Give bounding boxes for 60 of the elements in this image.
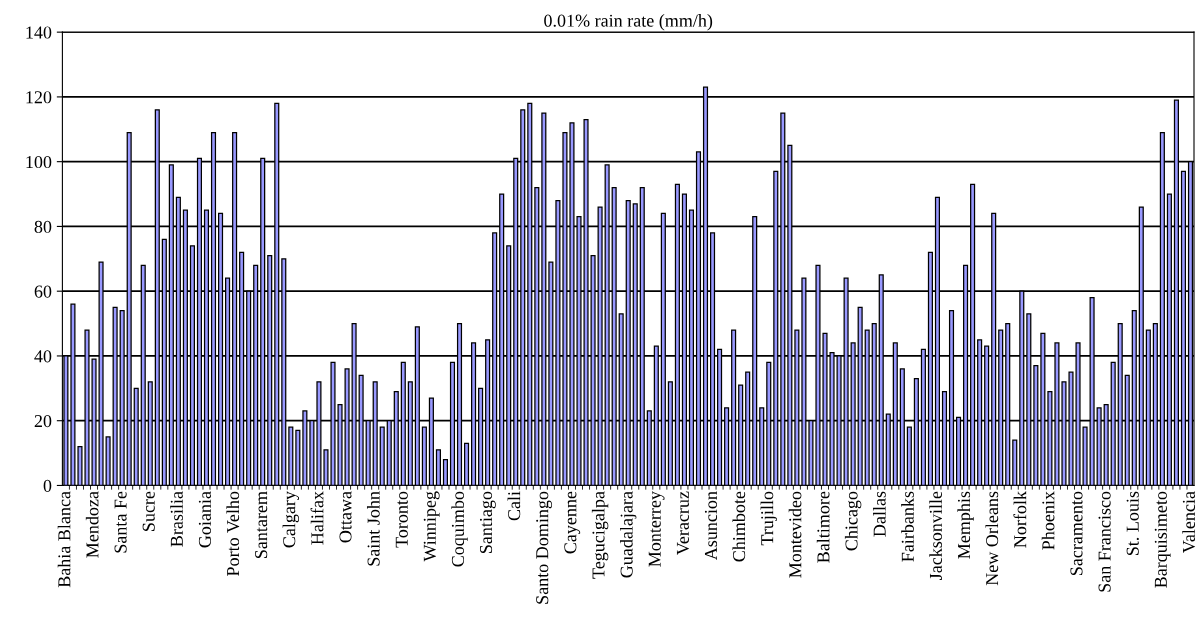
x-tick-label: Ottawa	[339, 491, 352, 543]
y-tick-label: 0	[43, 479, 52, 492]
x-tick-label: Saint John	[366, 491, 380, 566]
y-tick-label: 80	[34, 220, 52, 233]
x-tick-label: Monterrey	[648, 491, 665, 567]
x-tick-label: Calgary	[282, 491, 300, 548]
y-tick-label: 20	[34, 414, 52, 428]
x-tick-label: St. Louis	[1126, 491, 1139, 556]
x-tick-label: Santarem	[255, 491, 268, 558]
y-tick-label: 120	[26, 91, 52, 104]
x-tick-label: Santa Fe	[114, 491, 127, 553]
chart-title: 0.01% rain rate (mm/h)	[544, 14, 713, 31]
bar	[379, 426, 385, 486]
x-tick-label: Montevideo	[788, 491, 802, 578]
x-tick-label: Chicago	[844, 491, 862, 551]
x-tick-label: Winnipeg	[423, 491, 440, 562]
x-tick-label: Sucre	[142, 491, 155, 531]
x-tick-label: Porto Velho	[226, 491, 240, 576]
y-tick-label: 60	[34, 285, 52, 298]
x-tick-label: Santo Domingo	[536, 491, 553, 604]
x-tick-label: Barquisimeto	[1154, 491, 1171, 588]
y-tick-label: 100	[26, 155, 52, 169]
x-tick-label: Toronto	[395, 491, 408, 548]
x-tick-label: Cayenne	[564, 491, 581, 554]
x-tick-label: Coquimbo	[451, 491, 468, 567]
bar	[435, 449, 441, 486]
x-tick-label: Veracruz	[676, 491, 690, 555]
y-tick-label: 140	[26, 26, 52, 39]
bar	[1012, 439, 1018, 486]
x-tick-label: New Orleans	[985, 491, 999, 586]
x-tick-label: Mendoza	[85, 491, 99, 558]
bar	[421, 426, 427, 486]
x-tick-label: San Francisco	[1098, 491, 1111, 592]
x-tick-label: Norfolk	[1013, 491, 1027, 548]
x-tick-label: Sacramento	[1070, 491, 1083, 576]
x-tick-label: Cali	[507, 491, 521, 521]
x-tick-label: Phoenix	[1041, 491, 1055, 550]
x-tick-label: Bahia Blanca	[57, 491, 71, 588]
x-tick-label: Dallas	[873, 491, 886, 537]
x-tick-label: Halifax	[310, 491, 324, 545]
bar	[105, 436, 111, 486]
x-tick-label: Baltimore	[816, 491, 830, 563]
x-tick-label: Memphis	[957, 491, 974, 559]
bar	[295, 429, 301, 486]
x-tick-label: Brasilia	[170, 491, 183, 547]
x-tick-label: Tegucigalpa	[591, 491, 609, 579]
bar	[442, 458, 449, 486]
x-tick-label: Chimbote	[732, 491, 746, 562]
x-tick-label: Trujillo	[760, 491, 777, 546]
x-tick-label: Santiago	[479, 491, 496, 553]
x-tick-label: Asuncion	[704, 491, 718, 561]
x-tick-label: Valencia	[1182, 491, 1196, 553]
x-tick-label: Guadalajara	[620, 491, 637, 578]
x-tick-label: Goiania	[198, 491, 212, 548]
x-tick-label: Jacksonville	[929, 491, 942, 580]
bar	[906, 426, 912, 486]
bar	[288, 426, 294, 486]
x-tick-label: Fairbanks	[901, 491, 914, 562]
y-tick-label: 40	[34, 350, 52, 363]
bar	[463, 442, 470, 486]
